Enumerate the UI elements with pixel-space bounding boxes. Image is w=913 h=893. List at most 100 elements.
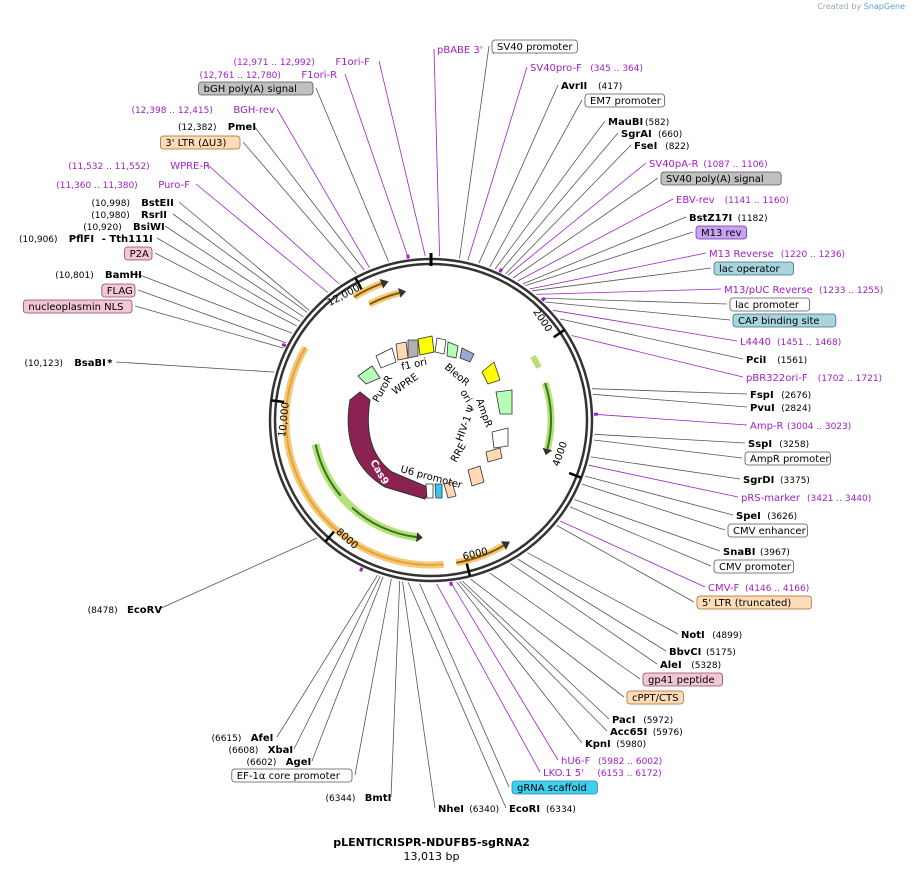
map-label-enzyme[interactable]: (10,920) BsiWI — [83, 222, 165, 233]
inner-label: f1 ori — [400, 357, 428, 373]
ruler-tick — [354, 277, 363, 290]
map-label-primer[interactable]: (12,971 .. 12,992) F1ori-F — [233, 57, 370, 68]
map-label-enzyme[interactable]: (6602) AgeI — [246, 757, 311, 768]
map-label-enzyme[interactable]: (12,382) PmeI — [178, 122, 256, 133]
map-label-primer[interactable]: (1451 .. 1468) L4440 — [740, 337, 841, 348]
feature-label-text: lac promoter — [735, 300, 800, 311]
map-label-primer[interactable]: (5982 .. 6002) hU6-F — [561, 756, 662, 767]
label-name: SgrAI — [621, 129, 652, 140]
map-label-primer[interactable]: (1220 .. 1236) M13 Reverse — [709, 249, 845, 260]
map-label-primer[interactable]: (11,360 .. 11,380) Puro-F — [56, 180, 190, 191]
map-label-feature[interactable]: bGH poly(A) signal — [198, 81, 314, 96]
label-name: hU6-F — [561, 756, 591, 767]
feature-label-box — [695, 225, 747, 240]
map-label-feature[interactable]: gRNA scaffold — [511, 780, 598, 795]
map-label-feature[interactable]: M13 rev — [695, 225, 747, 240]
map-label-enzyme[interactable]: (10,801) BamHI — [55, 270, 142, 281]
label-name: CMV-F — [708, 583, 739, 594]
map-label-enzyme[interactable]: (822) FseI — [634, 141, 689, 152]
map-label-primer[interactable]: (1087 .. 1106) SV40pA-R — [649, 159, 768, 170]
map-label-enzyme[interactable]: (417) AvrII — [561, 81, 622, 92]
map-label-feature[interactable]: SV40 promoter — [491, 39, 578, 54]
map-label-enzyme[interactable]: (6615) AfeI — [211, 733, 273, 744]
label-name: L4440 — [740, 337, 771, 348]
label-name: pBABE 3' — [437, 45, 483, 56]
map-label-primer[interactable]: (3004 .. 3023)Amp-R — [750, 421, 851, 432]
map-label-enzyme[interactable]: (3258) SspI — [748, 439, 809, 450]
map-label-enzyme[interactable]: (5175) BbvCI — [669, 647, 736, 658]
feature-label-text: SV40 poly(A) signal — [666, 174, 764, 185]
feature-label-box — [231, 768, 353, 783]
map-label-enzyme[interactable]: (4899) NotI — [681, 630, 742, 641]
map-label-feature[interactable]: nucleoplasmin NLS — [22, 299, 133, 314]
map-label-feature[interactable]: CMV enhancer — [727, 523, 808, 538]
map-label-enzyme[interactable]: (660) SgrAI — [621, 129, 682, 140]
map-label-enzyme[interactable]: (10,998) BstEII — [91, 198, 173, 209]
map-label-feature[interactable]: CMV promoter — [713, 559, 794, 574]
map-label-feature[interactable]: 3' LTR (ΔU3) — [159, 135, 241, 150]
map-label-enzyme[interactable]: (6334) EcoRI — [509, 804, 576, 815]
map-label-primer[interactable]: (3421 .. 3440) pRS-marker — [741, 493, 871, 504]
map-label-enzyme[interactable]: (3375) SgrDI — [743, 475, 810, 486]
map-label-enzyme[interactable]: (3967) SnaBI — [723, 547, 790, 558]
map-label-feature[interactable]: AmpR promoter — [744, 451, 831, 466]
map-label-feature[interactable]: lac operator — [713, 261, 794, 276]
map-label-feature[interactable]: EF-1α core promoter — [231, 768, 353, 783]
map-label-primer[interactable]: (1233 .. 1255) M13/pUC Reverse — [724, 285, 883, 296]
map-label-enzyme[interactable]: (2824) PvuI — [750, 403, 811, 414]
map-label-feature[interactable]: 5' LTR (truncated) — [696, 595, 812, 610]
feature-label-text: FLAG — [107, 286, 133, 297]
label-name: F1ori-F — [335, 57, 370, 68]
label-position: (11,532 .. 11,552) — [68, 162, 149, 172]
map-label-enzyme[interactable]: (582)MauBI — [608, 117, 669, 128]
wpre-core — [369, 291, 400, 306]
backbone-circle — [268, 253, 594, 583]
map-label-enzyme[interactable]: (5980) KpnI — [585, 739, 646, 750]
label-name: SV40pro-F — [530, 63, 582, 74]
map-label-enzyme[interactable]: (5328) AleI — [660, 660, 721, 671]
map-label-feature[interactable]: FLAG — [101, 283, 136, 298]
map-label-feature[interactable]: EM7 promoter — [584, 93, 665, 108]
map-label-feature[interactable]: P2A — [124, 246, 153, 261]
map-label-primer[interactable]: (345 .. 364) SV40pro-F — [530, 63, 643, 74]
ltr5-core-head — [501, 541, 510, 550]
map-label-primer[interactable]: (6153 .. 6172) LKO.1 5' — [543, 768, 662, 779]
feature-label-box — [584, 93, 665, 108]
label-position: (2676) — [781, 391, 811, 401]
map-label-enzyme[interactable]: (6340) NheI — [438, 804, 499, 815]
map-label-primer[interactable]: (11,532 .. 11,552) WPRE-R — [68, 161, 210, 172]
map-label-enzyme[interactable]: (10,980) RsrII — [91, 210, 167, 221]
label-name: M13 Reverse — [709, 249, 774, 260]
primer-site — [498, 268, 503, 273]
map-label-enzyme[interactable]: (1182) BstZ17I — [689, 213, 768, 224]
map-label-enzyme[interactable]: (8478) EcoRV — [88, 605, 163, 616]
map-label-enzyme[interactable]: (6608) XbaI — [228, 745, 293, 756]
label-name: BamHI — [105, 270, 142, 281]
map-label-primer[interactable]: (1702 .. 1721) pBR322ori-F — [746, 373, 882, 384]
map-label-enzyme[interactable]: (2676) FspI — [750, 390, 811, 401]
label-name: BsiWI — [133, 222, 165, 233]
map-label-enzyme[interactable]: (10,123) BsaBI * — [24, 358, 113, 369]
label-position: (5980) — [616, 740, 646, 750]
map-label-enzyme[interactable]: (5976) Acc65I — [610, 727, 683, 738]
map-label-feature[interactable]: gp41 peptide — [642, 672, 723, 687]
map-label-feature[interactable]: SV40 poly(A) signal — [660, 171, 782, 186]
map-label-feature[interactable]: lac promoter — [729, 297, 810, 312]
map-label-primer[interactable]: (12,761 .. 12,780) F1ori-R — [199, 70, 337, 81]
map-label-feature[interactable]: cPPT/CTS — [626, 690, 684, 705]
label-position: (5982 .. 6002) — [598, 757, 662, 767]
label-position: (10,998) — [91, 199, 130, 209]
map-label-enzyme[interactable]: (3626) SpeI — [736, 511, 797, 522]
map-label-primer[interactable]: (4146 .. 4166) CMV-F — [708, 583, 809, 594]
map-label-enzyme[interactable]: (1561) PciI — [746, 355, 807, 366]
map-label-enzyme[interactable]: (6344) BmtI — [325, 793, 391, 804]
wpre-core-head — [398, 288, 407, 298]
map-label-enzyme[interactable]: (5972) PacI — [612, 715, 673, 726]
leader-line — [594, 413, 748, 426]
map-label-primer[interactable]: (12,398 .. 12,415) BGH-rev — [131, 105, 275, 116]
feature-label-box — [198, 81, 314, 96]
map-label-primer[interactable]: (1141 .. 1160) EBV-rev — [676, 195, 789, 206]
leader-line — [470, 578, 625, 698]
map-label-enzyme[interactable]: (10,906) PflFI - Tth111I — [19, 234, 153, 245]
map-label-feature[interactable]: CAP binding site — [732, 313, 837, 328]
